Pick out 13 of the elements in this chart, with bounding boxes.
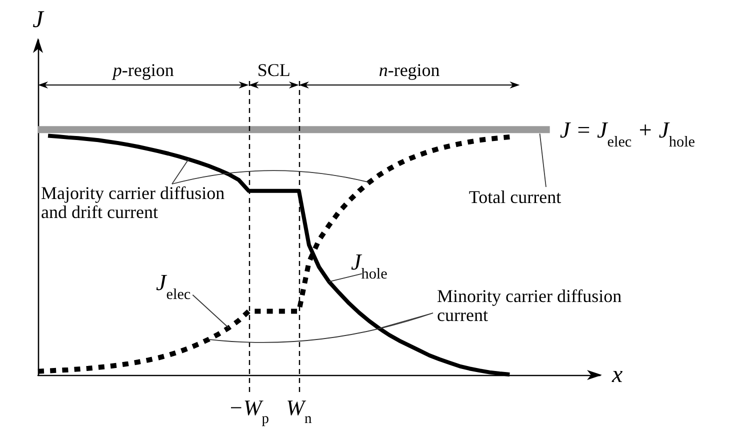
annotation: Minority carrier diffusion current bbox=[437, 286, 622, 325]
annotation: Total current bbox=[468, 187, 562, 207]
text: n-region bbox=[378, 60, 440, 80]
x-axis-title: x bbox=[611, 362, 623, 388]
series-label: J$_{hole}$ bbox=[351, 250, 388, 282]
x-tick-label: W$_{n}$ bbox=[286, 395, 312, 427]
text: p-region bbox=[110, 60, 174, 80]
series-label: J$_{elec}$ bbox=[156, 270, 191, 302]
y-axis-title: J bbox=[32, 7, 45, 33]
text: SCL bbox=[257, 60, 290, 80]
x-tick-label: −W$_{p}$ bbox=[228, 395, 269, 427]
annotation: Majority carrier diffusion and drift current bbox=[41, 183, 225, 222]
series-label: J = J$_{elec}$ + J$_{hole}$ bbox=[560, 118, 696, 150]
